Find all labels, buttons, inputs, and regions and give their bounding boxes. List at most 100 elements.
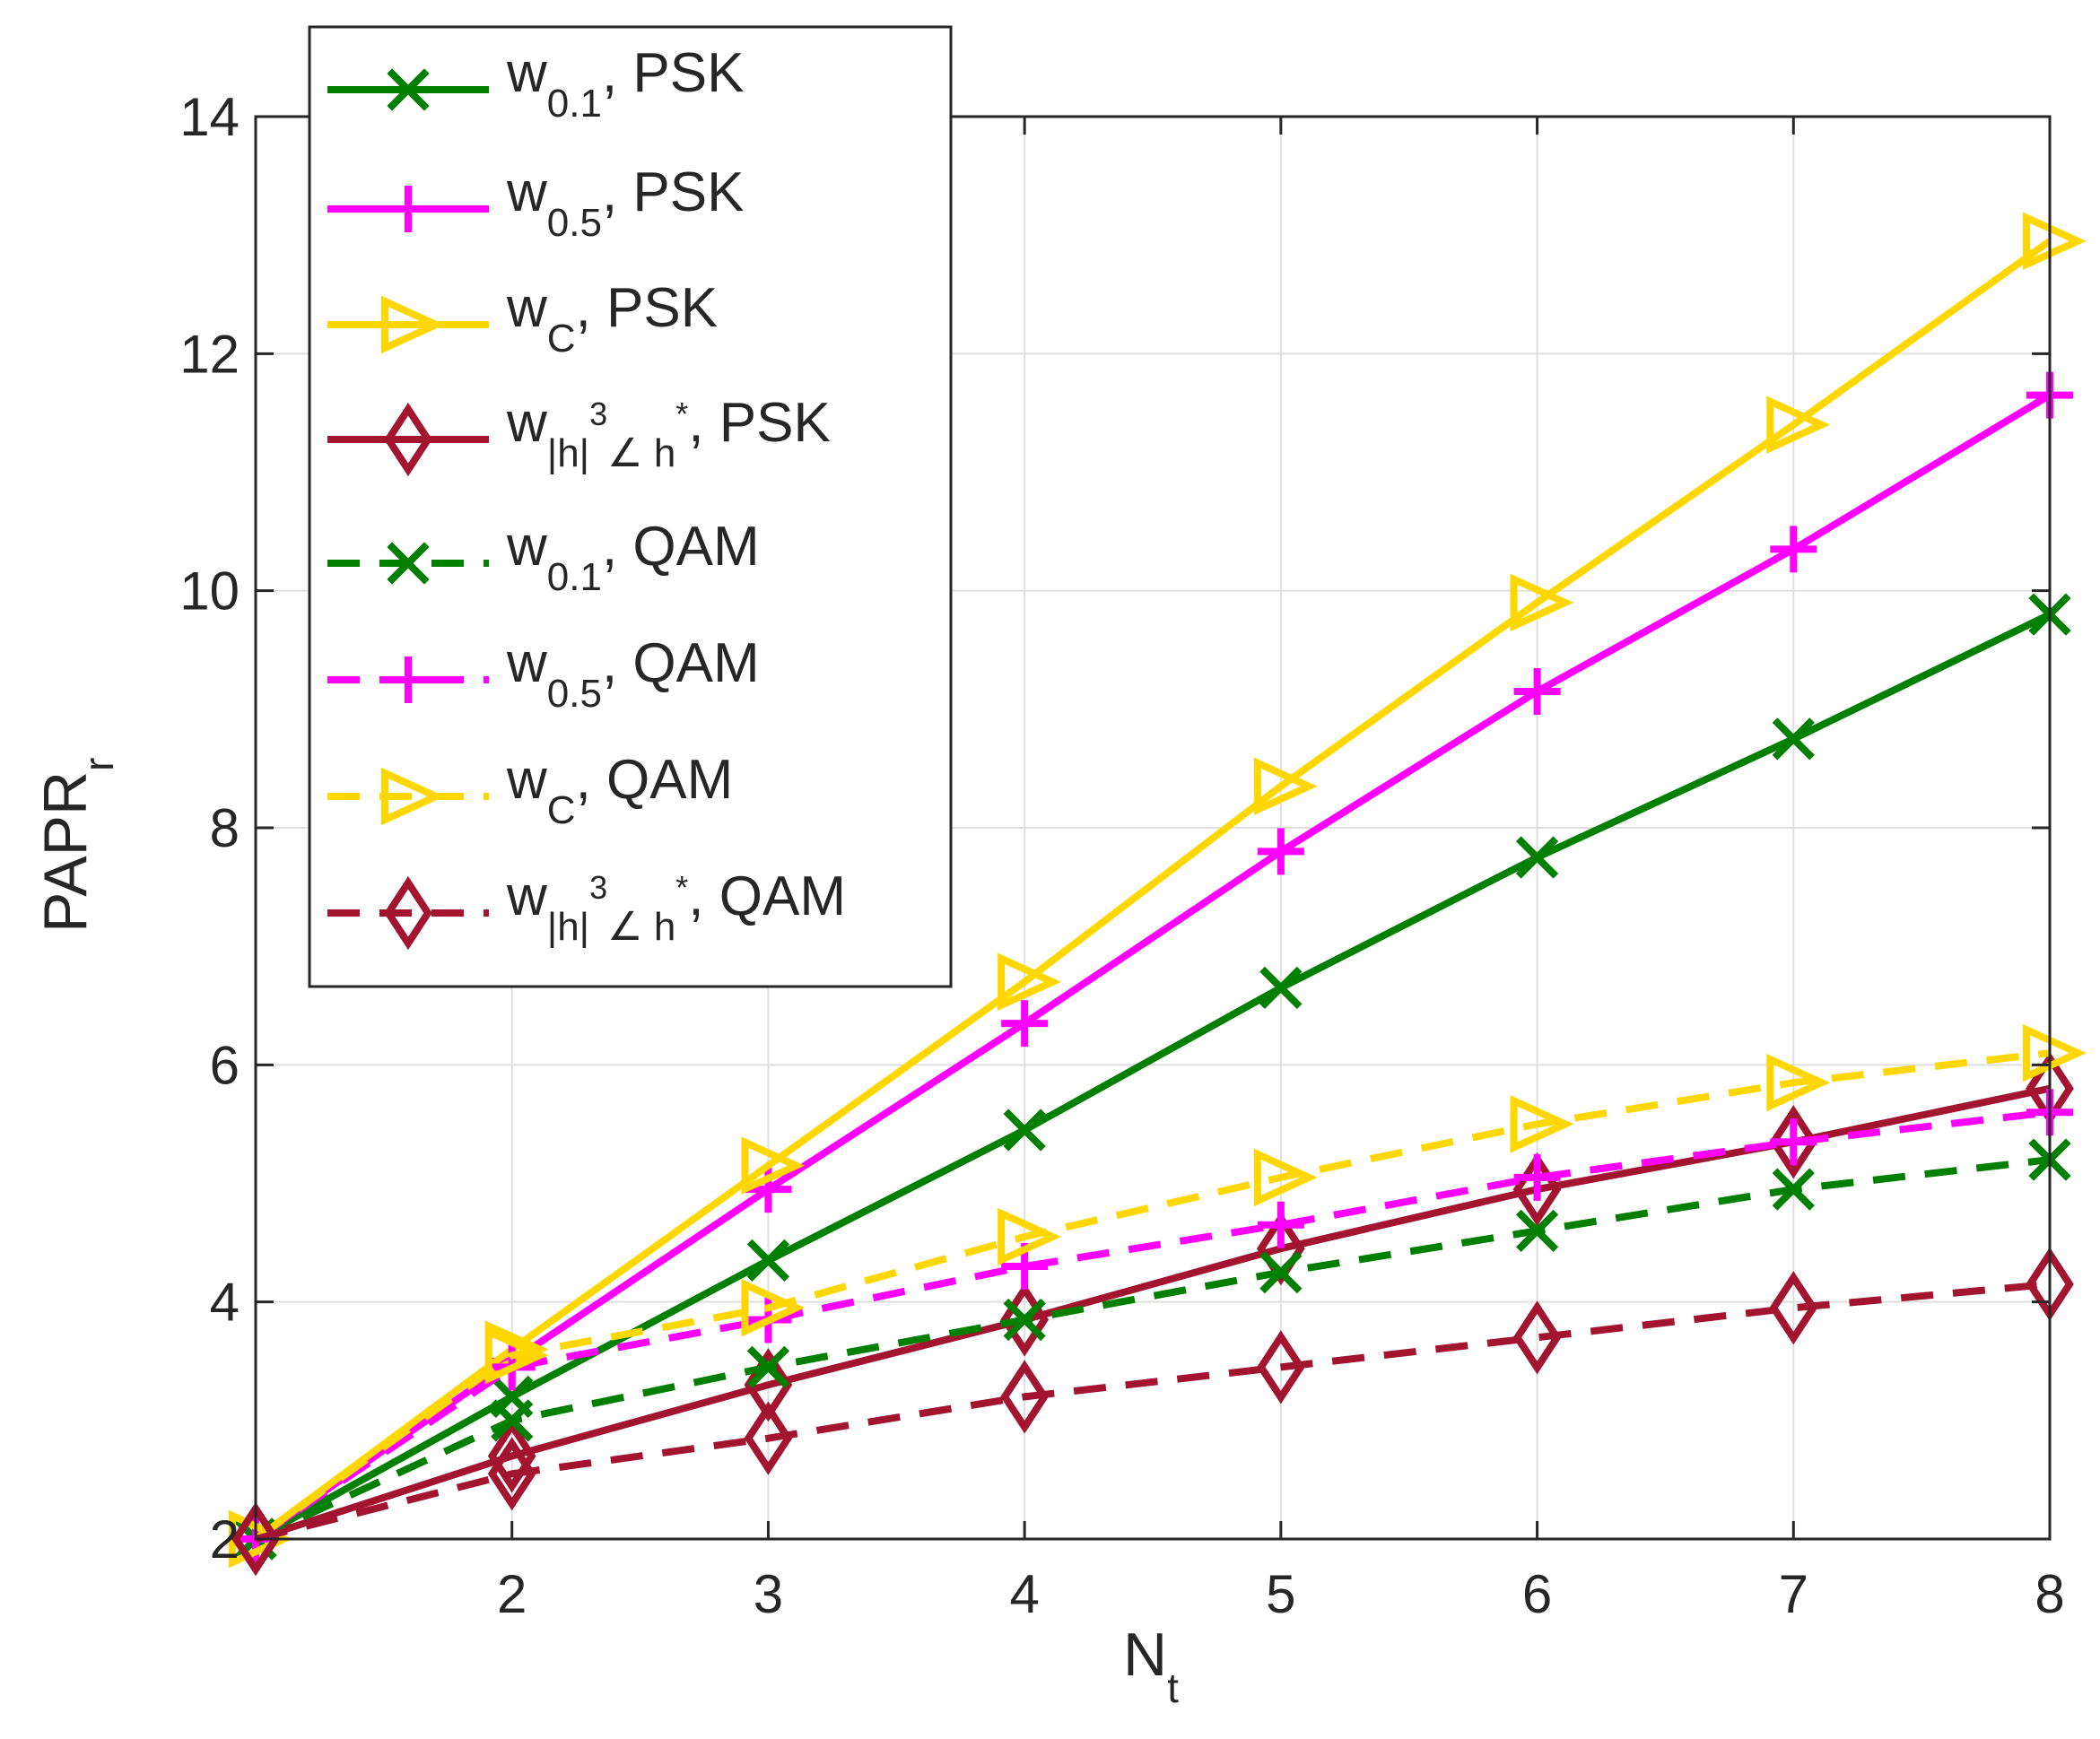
x-tick-label: 6 bbox=[1522, 1564, 1552, 1624]
legend-entry-5: w0.1, QAM bbox=[327, 516, 760, 599]
data-point bbox=[1769, 1105, 1818, 1179]
axis-ticks: 2 3 4 5 6 7 8 2 4 6 8 10 12 14 bbox=[179, 87, 2064, 1624]
legend-label-sup: 3 bbox=[589, 396, 607, 432]
data-point bbox=[744, 1348, 793, 1422]
x-axis-title-main: N bbox=[1123, 1621, 1167, 1689]
legend-entry-4: w|h|3∠ h*, PSK bbox=[327, 392, 831, 477]
x-tick-label: 7 bbox=[1779, 1564, 1808, 1624]
series-line bbox=[255, 1280, 2051, 1543]
legend-label-sub: 0.1 bbox=[547, 555, 602, 599]
y-axis-title-main: PAPR bbox=[31, 771, 100, 933]
series-line bbox=[253, 1049, 2051, 1543]
legend-label: w0.1, PSK bbox=[506, 42, 744, 126]
data-point bbox=[1510, 573, 1574, 632]
legend-label-sub: |h| bbox=[547, 905, 589, 949]
data-point bbox=[1003, 1109, 1046, 1152]
legend-label: w0.5, QAM bbox=[506, 632, 760, 716]
data-point bbox=[1256, 1330, 1305, 1404]
y-tick-label: 8 bbox=[210, 798, 240, 858]
data-point bbox=[1515, 1209, 1559, 1252]
x-tick-label: 2 bbox=[497, 1564, 527, 1624]
legend-label-base: w bbox=[506, 277, 547, 339]
data-point bbox=[1253, 757, 1318, 815]
data-point bbox=[1513, 1153, 1561, 1201]
data-point bbox=[484, 1326, 549, 1385]
legend-label-sub2: ∠ h bbox=[607, 905, 675, 949]
legend-label-tail: , QAM bbox=[688, 865, 846, 927]
svg-text:Nt: Nt bbox=[1123, 1621, 1179, 1711]
legend-label-sub: 0.5 bbox=[547, 201, 602, 245]
x-tick-label: 3 bbox=[754, 1564, 783, 1624]
legend-marker bbox=[381, 295, 445, 354]
legend-label-tail: , PSK bbox=[602, 42, 745, 104]
data-point bbox=[1766, 396, 1831, 454]
legend-marker bbox=[387, 542, 430, 585]
data-point bbox=[1000, 1360, 1050, 1434]
legend-label-base: w bbox=[506, 161, 547, 223]
legend-label-tail: , PSK bbox=[688, 392, 831, 454]
data-point bbox=[1510, 1095, 1574, 1153]
y-tick-label: 14 bbox=[179, 87, 240, 147]
series-line bbox=[253, 392, 2052, 1543]
series-line bbox=[253, 238, 2052, 1543]
legend-label: wC, QAM bbox=[506, 749, 733, 832]
data-point bbox=[746, 1239, 790, 1283]
legend-marker bbox=[384, 875, 432, 951]
data-point bbox=[1772, 1168, 1815, 1211]
legend-label: wC, PSK bbox=[506, 277, 718, 361]
y-tick-label: 6 bbox=[210, 1035, 240, 1095]
legend-label-tail: , QAM bbox=[602, 632, 760, 694]
legend-label-tail: , QAM bbox=[602, 516, 760, 578]
legend-label: w0.5, PSK bbox=[506, 161, 744, 245]
x-axis-title-sub: t bbox=[1167, 1665, 1179, 1711]
legend-marker bbox=[381, 767, 445, 826]
legend-entry-7: wC, QAM bbox=[327, 749, 733, 832]
data-point bbox=[1259, 966, 1303, 1010]
data-point bbox=[1256, 1212, 1305, 1286]
legend-label-sub: 0.1 bbox=[547, 82, 602, 126]
data-point bbox=[1772, 717, 1815, 761]
y-tick-label: 2 bbox=[210, 1509, 240, 1569]
legend-label: w0.1, QAM bbox=[506, 516, 760, 599]
legend-label-base: w bbox=[506, 749, 547, 811]
data-point bbox=[1515, 836, 1559, 879]
legend-entry-1: w0.1, PSK bbox=[327, 42, 744, 126]
legend-entry-3: wC, PSK bbox=[327, 277, 718, 361]
legend-label-base: w bbox=[506, 516, 547, 578]
y-axis-title-sub: r bbox=[75, 758, 122, 771]
legend-marker bbox=[385, 186, 431, 232]
y-tick-label: 12 bbox=[179, 324, 240, 384]
x-axis-title: Nt bbox=[1123, 1621, 1179, 1711]
legend-label-base: w bbox=[506, 865, 547, 927]
x-tick-label: 5 bbox=[1266, 1564, 1295, 1624]
data-point bbox=[1770, 1118, 1817, 1166]
data-point bbox=[1513, 668, 1561, 716]
data-point bbox=[1512, 1300, 1562, 1375]
legend-label-sub: 0.5 bbox=[547, 672, 602, 716]
svg-text:PAPRr: PAPRr bbox=[31, 758, 122, 933]
y-axis-title: PAPRr bbox=[31, 758, 122, 933]
legend-label: w|h|3∠ h*, QAM bbox=[506, 865, 846, 949]
legend-label-base: w bbox=[506, 392, 547, 454]
series-line bbox=[253, 1109, 2051, 1543]
data-point bbox=[744, 1401, 793, 1475]
legend-marker bbox=[384, 402, 432, 477]
data-point bbox=[1770, 526, 1817, 573]
data-point bbox=[746, 1345, 790, 1388]
x-tick-label: 4 bbox=[1009, 1564, 1039, 1624]
legend-entry-2: w0.5, PSK bbox=[327, 161, 744, 245]
legend-label-base: w bbox=[506, 42, 547, 104]
data-point bbox=[998, 952, 1062, 1012]
legend-entry-8: w|h|3∠ h*, QAM bbox=[327, 865, 846, 951]
legend-marker bbox=[385, 656, 431, 703]
x-tick-label: 8 bbox=[2035, 1564, 2064, 1624]
series-layer bbox=[229, 212, 2087, 1577]
data-point bbox=[1259, 1250, 1303, 1294]
legend-entry-6: w0.5, QAM bbox=[327, 632, 760, 716]
legend-label-sup: 3 bbox=[589, 869, 607, 906]
legend-label-sub: C bbox=[547, 317, 576, 361]
legend-label-sub: C bbox=[547, 788, 576, 832]
data-point bbox=[487, 1437, 536, 1511]
legend-marker bbox=[387, 68, 430, 111]
legend-label-sup2: * bbox=[675, 869, 688, 906]
